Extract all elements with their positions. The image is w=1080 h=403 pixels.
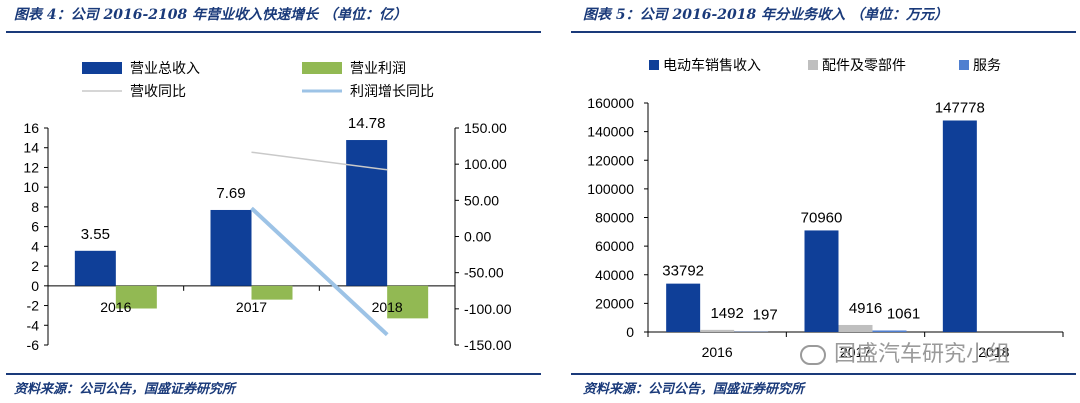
y-tick-label: -4 [27, 317, 40, 333]
y-tick-label: 2 [31, 258, 39, 274]
y-tick-label: 10 [23, 179, 39, 195]
legend-label: 配件及零部件 [822, 57, 906, 73]
legend-swatch [302, 62, 342, 74]
x-tick-label: 2017 [236, 299, 267, 315]
y2-tick-label: 150.00 [464, 120, 507, 136]
x-tick-label: 2016 [702, 344, 733, 360]
bar-data-label: 1492 [710, 305, 743, 322]
y2-tick-label: -150.00 [464, 337, 512, 353]
y-tick-label: 8 [31, 199, 39, 215]
watermark: 国盛汽车研究小组 [800, 336, 1010, 368]
legend-label: 利润增长同比 [350, 83, 434, 99]
y2-tick-label: 100.00 [464, 156, 507, 172]
y-tick-label: 100000 [587, 181, 634, 197]
bar-data-label: 33792 [662, 263, 704, 280]
y2-tick-label: 50.00 [464, 192, 499, 208]
wechat-icon [800, 345, 826, 365]
x-tick-label: 2018 [978, 344, 1009, 360]
segment-bar [838, 324, 873, 332]
profit-growth-line [250, 206, 389, 337]
revenue-data-label: 3.55 [81, 226, 110, 243]
source-rule [571, 373, 1076, 375]
bar-data-label: 197 [753, 307, 778, 324]
y-tick-label: 0 [626, 324, 634, 340]
y-tick-label: -6 [27, 337, 40, 353]
legend-label: 服务 [973, 57, 1001, 73]
y-tick-label: 140000 [587, 124, 634, 140]
title-rule [6, 31, 541, 33]
profit-bar [387, 285, 429, 319]
y-tick-label: 6 [31, 219, 39, 235]
legend-swatch [808, 60, 818, 70]
y-tick-label: -2 [27, 298, 40, 314]
bar-data-label: 1061 [887, 305, 920, 322]
y-tick-label: 12 [23, 159, 39, 175]
profit-bar [251, 285, 293, 300]
segment-bar [942, 120, 977, 332]
bar-data-label: 70960 [801, 209, 843, 226]
segment-bar [872, 330, 907, 332]
legend-swatch [649, 60, 659, 70]
y2-tick-label: 0.00 [464, 229, 491, 245]
revenue-bar [210, 209, 252, 286]
x-tick-label: 2016 [100, 299, 131, 315]
segment-bar [700, 329, 735, 332]
y-tick-label: 20000 [595, 295, 634, 311]
profit-bar [115, 285, 157, 309]
segment-bar [666, 283, 701, 332]
y-tick-label: 0 [31, 278, 39, 294]
revenue-data-label: 7.69 [216, 185, 245, 202]
bar-data-label: 147778 [935, 99, 985, 116]
y-tick-label: 4 [31, 238, 39, 254]
legend-label: 营业利润 [350, 60, 406, 76]
y2-tick-label: -50.00 [464, 265, 504, 281]
y-tick-label: 160000 [587, 95, 634, 111]
watermark-text: 国盛汽车研究小组 [834, 342, 1011, 367]
y2-tick-label: -100.00 [464, 301, 512, 317]
chart-panel-revenue: 图表 4：公司 2016-2108 年营业收入快速增长 （单位：亿） 营业总收入… [6, 7, 541, 397]
segment-revenue-chart: 电动车销售收入 配件及零部件 服务 160000 140000 120000 100000 8… [587, 57, 1064, 360]
legend-label: 电动车销售收入 [663, 57, 761, 73]
chart-source: 资料来源：公司公告，国盛证券研究所 [583, 382, 805, 397]
bar-data-label: 4916 [849, 300, 882, 317]
y-tick-label: 14 [23, 140, 39, 156]
chart-panel-segments: 图表 5：公司 2016-2018 年分业务收入 （单位：万元） 电动车销售收入… [565, 0, 1080, 403]
chart-source: 资料来源：公司公告，国盛证券研究所 [14, 382, 236, 397]
y-tick-label: 120000 [587, 152, 634, 168]
chart-title: 图表 4：公司 2016-2108 年营业收入快速增长 （单位：亿） [14, 7, 407, 23]
y-tick-label: 60000 [595, 238, 634, 254]
revenue-data-label: 14.78 [348, 115, 386, 132]
title-rule [571, 31, 1076, 33]
y-tick-label: 40000 [595, 267, 634, 283]
y-tick-label: 16 [23, 120, 39, 136]
revenue-bar [346, 140, 388, 286]
legend-label: 营业总收入 [130, 60, 200, 76]
legend-swatch [82, 62, 122, 74]
source-rule [6, 373, 541, 375]
legend-label: 营收同比 [130, 83, 186, 99]
legend-swatch [959, 60, 969, 70]
x-tick-label: 2017 [840, 344, 871, 360]
y-tick-label: 80000 [595, 210, 634, 226]
x-tick-label: 2018 [372, 299, 403, 315]
chart-title: 图表 5：公司 2016-2018 年分业务收入 （单位：万元） [583, 7, 948, 23]
segment-bar [804, 230, 839, 332]
revenue-bar [74, 250, 116, 286]
revenue-growth-line [251, 151, 388, 171]
